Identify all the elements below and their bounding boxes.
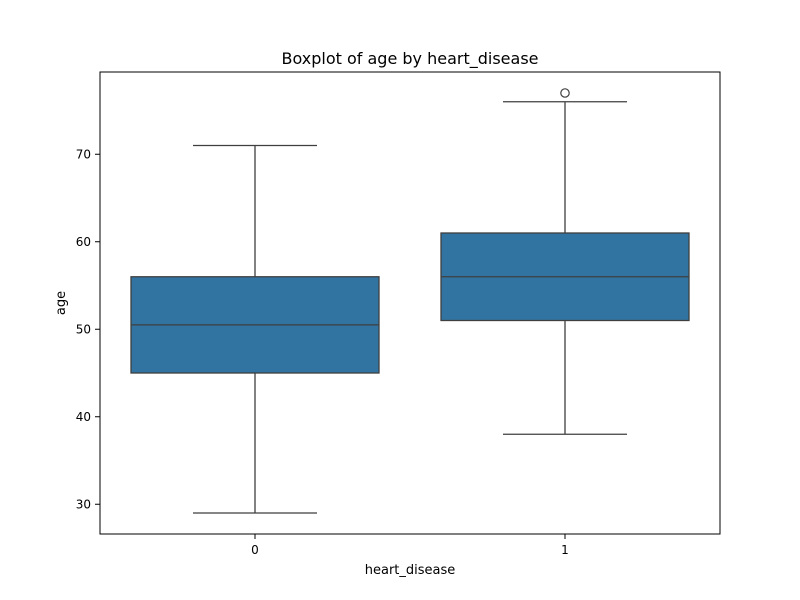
y-tick-label: 70 bbox=[76, 147, 91, 161]
box-group-0 bbox=[130, 144, 380, 514]
outlier-point bbox=[560, 88, 570, 98]
y-tick-label: 50 bbox=[76, 322, 91, 336]
y-tick-label: 60 bbox=[76, 235, 91, 249]
plot-frame bbox=[99, 71, 721, 535]
y-axis: 30 40 50 60 70 bbox=[76, 147, 100, 511]
y-tick-label: 40 bbox=[76, 410, 91, 424]
chart-title: Boxplot of age by heart_disease bbox=[281, 49, 538, 69]
plot-area bbox=[130, 88, 690, 514]
box-group-1 bbox=[440, 88, 690, 435]
x-axis-label: heart_disease bbox=[365, 563, 456, 578]
x-tick-label: 0 bbox=[251, 543, 259, 557]
x-tick-label: 1 bbox=[561, 543, 569, 557]
y-tick-label: 30 bbox=[76, 497, 91, 511]
y-axis-label: age bbox=[54, 291, 69, 315]
